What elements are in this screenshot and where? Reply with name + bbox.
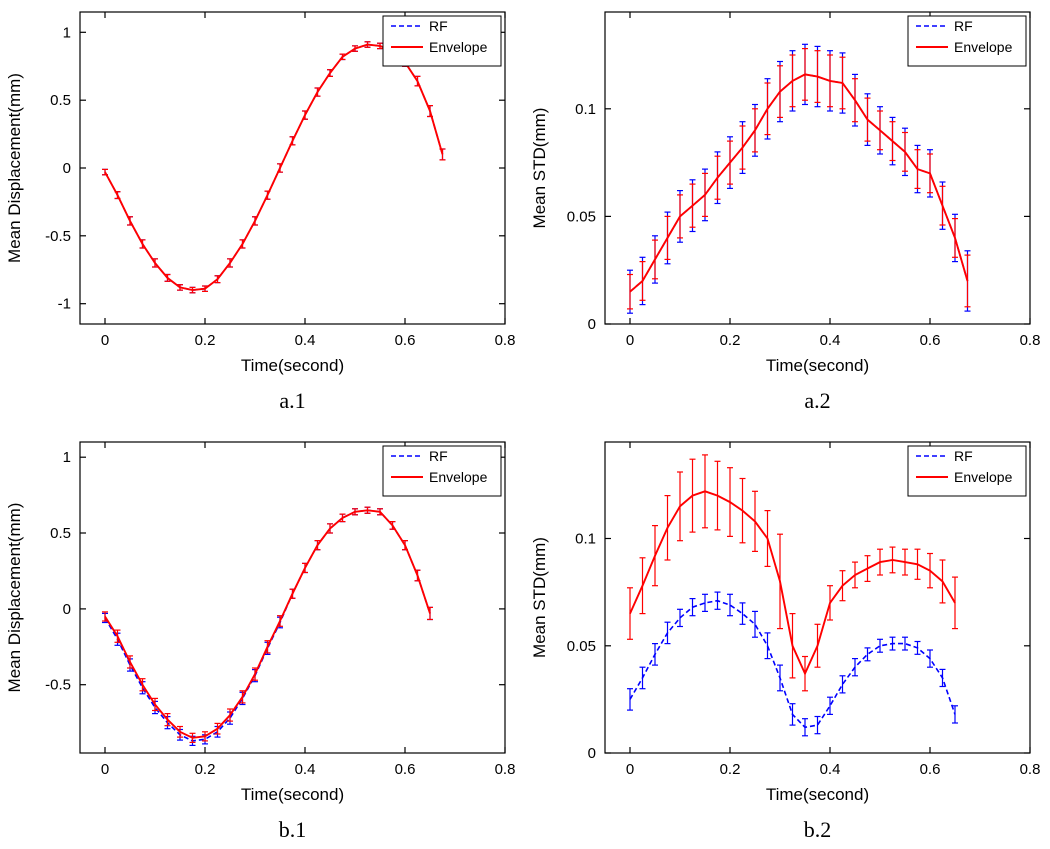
y-tick-label: 0.05 xyxy=(567,638,596,655)
legend-label: Envelope xyxy=(429,469,488,485)
x-tick-label: 0.4 xyxy=(295,332,316,349)
x-tick-label: 0.2 xyxy=(720,761,741,778)
legend-label: Envelope xyxy=(954,469,1013,485)
x-tick-label: 0 xyxy=(626,332,634,349)
y-tick-label: 0 xyxy=(63,601,71,618)
legend: RF Envelope xyxy=(907,445,1027,497)
x-tick-label: 0 xyxy=(626,761,634,778)
panel-caption: a.2 xyxy=(804,388,830,413)
x-tick-label: 0.6 xyxy=(920,761,941,778)
legend-label: RF xyxy=(954,448,973,464)
y-axis-label: Mean STD(mm) xyxy=(530,537,549,658)
legend-label: RF xyxy=(954,18,973,34)
y-tick-label: 1 xyxy=(63,24,71,41)
x-tick-label: 0.2 xyxy=(195,332,216,349)
x-axis-label: Time(second) xyxy=(241,356,344,375)
x-tick-label: 0.8 xyxy=(495,332,516,349)
y-tick-label: 0.5 xyxy=(50,92,71,109)
x-tick-label: 0.6 xyxy=(920,332,941,349)
legend-label: Envelope xyxy=(954,39,1013,55)
legend: RF Envelope xyxy=(382,445,502,497)
x-tick-label: 0.4 xyxy=(820,332,841,349)
y-tick-label: -0.5 xyxy=(45,677,71,694)
axes-frame xyxy=(604,441,1031,754)
legend-label: RF xyxy=(429,18,448,34)
chart-a2-mean-std: 0 0.2 0.4 0.6 0.8 0 0.05 0.1 Time(second) Mean ST… xyxy=(530,11,1041,413)
y-tick-label: 0.1 xyxy=(575,101,596,118)
y-axis-label: Mean Displacement(mm) xyxy=(5,73,24,263)
y-tick-label: 0.5 xyxy=(50,525,71,542)
y-tick-label: 0 xyxy=(588,745,596,762)
y-tick-label: 0.1 xyxy=(575,531,596,548)
y-axis-label: Mean Displacement(mm) xyxy=(5,503,24,693)
legend-label: RF xyxy=(429,448,448,464)
x-tick-label: 0.8 xyxy=(1020,332,1041,349)
x-tick-label: 0.6 xyxy=(395,761,416,778)
x-tick-label: 0.2 xyxy=(720,332,741,349)
y-tick-label: 0.05 xyxy=(567,208,596,225)
y-tick-label: 0 xyxy=(588,316,596,333)
series-envelope xyxy=(627,47,971,310)
y-tick-label: -0.5 xyxy=(45,228,71,245)
x-tick-label: 0 xyxy=(101,761,109,778)
series-envelope xyxy=(102,506,433,743)
panel-caption: b.1 xyxy=(279,817,307,842)
x-tick-label: 0.8 xyxy=(495,761,516,778)
x-axis-label: Time(second) xyxy=(241,785,344,804)
panel-caption: a.1 xyxy=(279,388,305,413)
legend: RF Envelope xyxy=(907,15,1027,67)
panel-caption: b.2 xyxy=(804,817,832,842)
x-tick-label: 0.8 xyxy=(1020,761,1041,778)
x-axis-label: Time(second) xyxy=(766,356,869,375)
legend-label: Envelope xyxy=(429,39,488,55)
x-axis-label: Time(second) xyxy=(766,785,869,804)
y-axis-label: Mean STD(mm) xyxy=(530,108,549,229)
legend: RF Envelope xyxy=(382,15,502,67)
series-envelope xyxy=(627,454,958,692)
series-rf xyxy=(627,591,958,737)
chart-b2-mean-std: 0 0.2 0.4 0.6 0.8 0 0.05 0.1 Time(second) Mean ST… xyxy=(530,441,1041,842)
y-tick-label: 0 xyxy=(63,160,71,177)
x-tick-label: 0.4 xyxy=(295,761,316,778)
x-tick-label: 0.4 xyxy=(820,761,841,778)
x-tick-label: 0.6 xyxy=(395,332,416,349)
x-tick-label: 0.2 xyxy=(195,761,216,778)
axes-frame xyxy=(604,11,1031,325)
y-tick-label: 1 xyxy=(63,449,71,466)
chart-a1-mean-displacement: 0 0.2 0.4 0.6 0.8 -1 -0.5 0 0.5 1 Time(second) Mean… xyxy=(5,11,516,413)
y-tick-label: -1 xyxy=(58,296,71,313)
chart-b1-mean-displacement: 0 0.2 0.4 0.6 0.8 -0.5 0 0.5 1 Time(second) Mean D… xyxy=(5,441,516,842)
axes-frame xyxy=(79,441,506,754)
x-tick-label: 0 xyxy=(101,332,109,349)
